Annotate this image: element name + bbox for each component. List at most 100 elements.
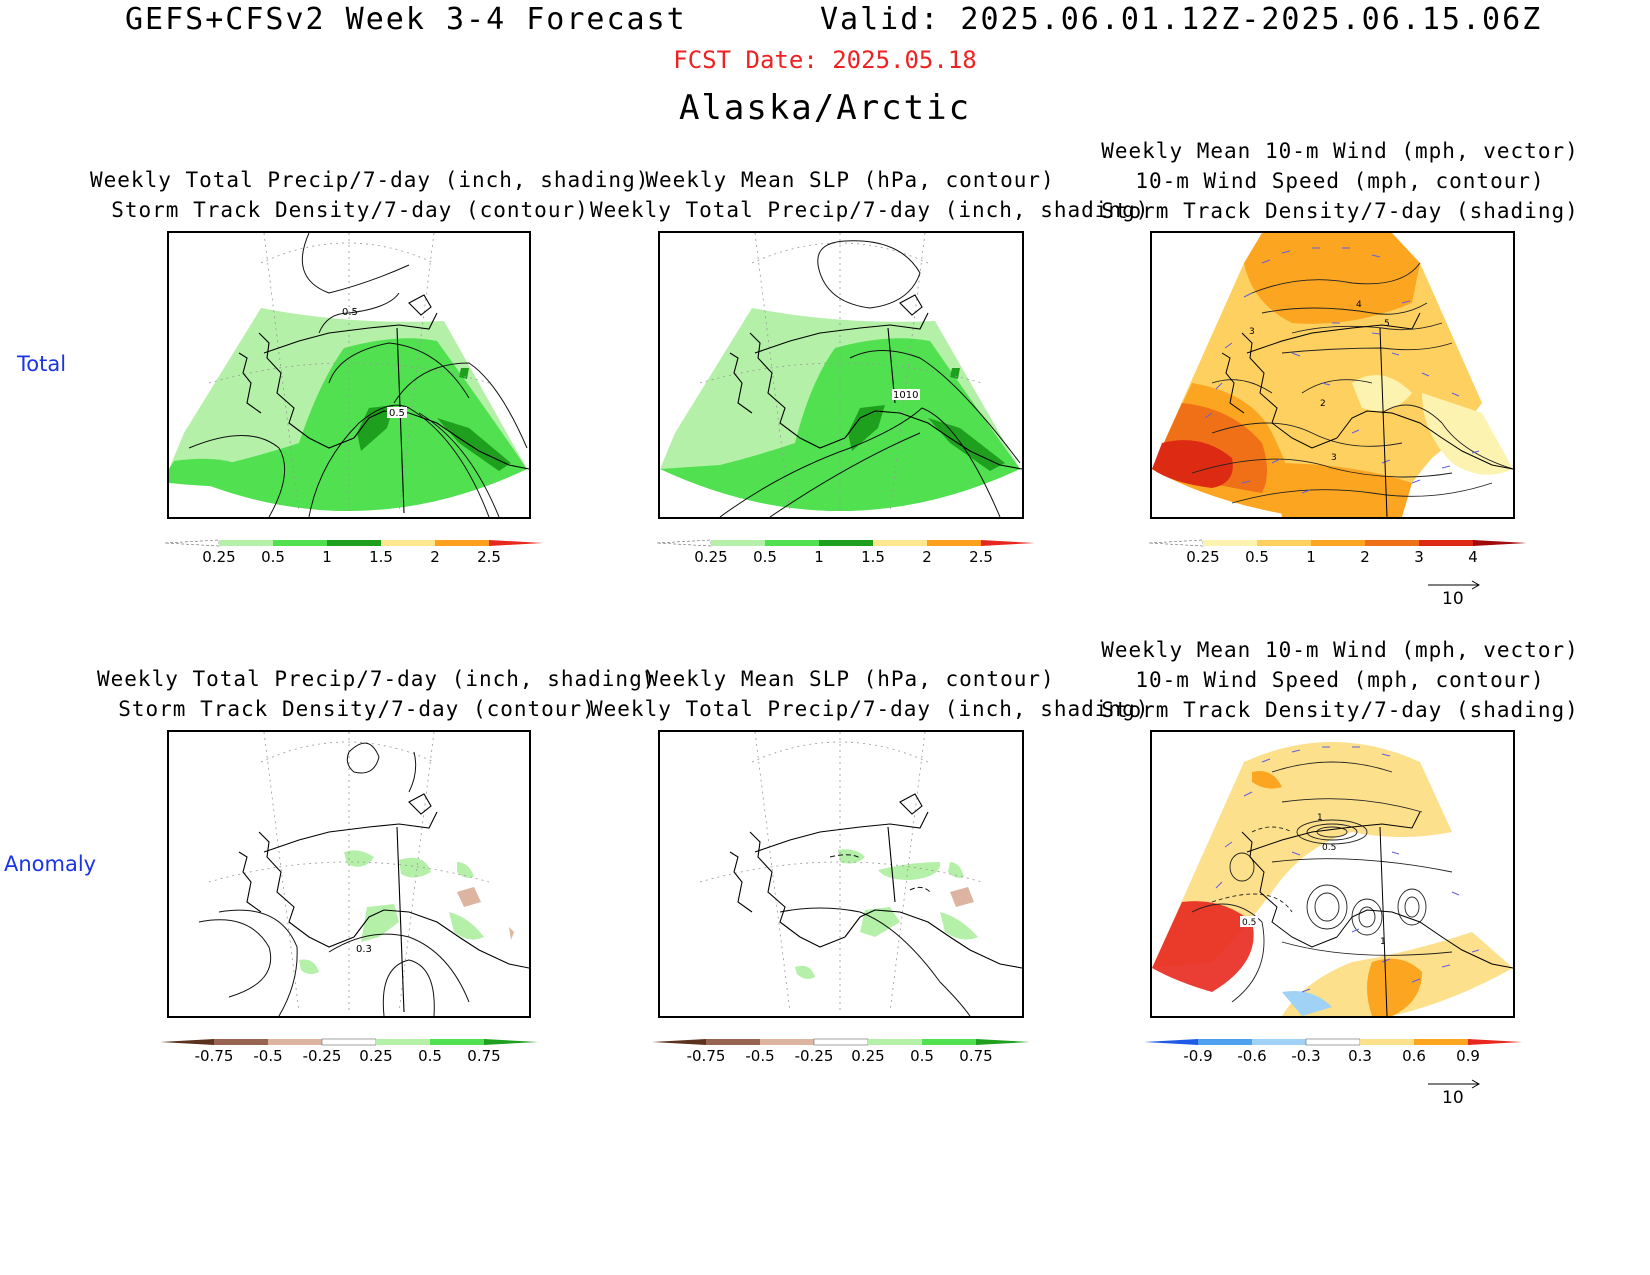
colorbar-tick-label: 0.5 [261, 548, 285, 566]
panel-title-slp-precip-anomaly: Weekly Mean SLP (hPa, contour) Weekly To… [590, 667, 1150, 721]
map-wind-storm-total: 4 3 2 3 5 [1150, 231, 1515, 519]
colorbar-tick-label: 0.25 [359, 1047, 392, 1065]
colorbar-swatch [214, 1039, 268, 1045]
colorbar-swatch [1473, 540, 1527, 546]
vector-reference-anomaly: 10 [1426, 1076, 1486, 1108]
contour-label: 0.5 [1242, 918, 1256, 928]
colorbar-tick-label: 2 [1360, 548, 1370, 566]
colorbar-tick-label: 2.5 [477, 548, 501, 566]
colorbar-swatch [765, 540, 819, 546]
contour-label: 0.3 [356, 944, 372, 955]
colorbar-swatch [268, 1039, 322, 1045]
map-precip-storm-total: 0.5 0.5 [167, 231, 531, 519]
vector-reference-total: 10 [1426, 577, 1486, 609]
valid-period: Valid: 2025.06.01.12Z-2025.06.15.06Z [820, 2, 1543, 37]
row-label-total: Total [17, 352, 67, 376]
colorbar-tick-label: 2 [430, 548, 440, 566]
colorbar-swatch [430, 1039, 484, 1045]
colorbar-tick-label: -0.9 [1183, 1047, 1212, 1065]
panel-title-slp-precip-total: Weekly Mean SLP (hPa, contour) Weekly To… [590, 168, 1150, 222]
colorbar-swatch [376, 1039, 430, 1045]
colorbar-tick-label: -0.6 [1237, 1047, 1266, 1065]
colorbar-tick-label: 0.5 [753, 548, 777, 566]
colorbar-tick-label: 0.5 [1245, 548, 1269, 566]
colorbar-swatch [1203, 540, 1257, 546]
colorbar-tick-label: 0.25 [1186, 548, 1219, 566]
colorbar-swatch [435, 540, 489, 546]
colorbar-swatch [1144, 1039, 1198, 1045]
colorbar-swatch [976, 1039, 1030, 1045]
colorbar-tick-label: 1 [322, 548, 332, 566]
colorbar-svg: 0.25 0.5 1 2 3 4 [1148, 539, 1527, 566]
colorbar-storm-total: 0.25 0.5 1 2 3 4 [1148, 539, 1527, 574]
colorbar-swatch [1257, 540, 1311, 546]
colorbar-tick-label: 1 [814, 548, 824, 566]
colorbar-swatch [160, 1039, 214, 1045]
colorbar-tick-label: -0.5 [253, 1047, 282, 1065]
map-slp-precip-anomaly [658, 730, 1024, 1018]
colorbar-svg: -0.9 -0.6 -0.3 0.3 0.6 0.9 [1144, 1038, 1522, 1065]
colorbar-swatch [922, 1039, 976, 1045]
colorbar-swatch [1365, 540, 1419, 546]
colorbar-swatch [873, 540, 927, 546]
colorbar-precip-anomaly: -0.75 -0.5 -0.25 0.25 0.5 0.75 [160, 1038, 538, 1073]
forecast-title: GEFS+CFSv2 Week 3-4 Forecast [125, 2, 687, 37]
colorbar-tick-label: -0.3 [1291, 1047, 1320, 1065]
colorbar-swatch [819, 540, 873, 546]
colorbar-tick-label: 3 [1414, 548, 1424, 566]
colorbar-tick-label: -0.5 [745, 1047, 774, 1065]
contour-label: 0.5 [342, 307, 358, 318]
colorbar-precip-total-slp: 0.25 0.5 1 1.5 2 2.5 [656, 539, 1035, 574]
colorbar-swatch [868, 1039, 922, 1045]
colorbar-tick-label: 0.6 [1402, 1047, 1426, 1065]
region-title: Alaska/Arctic [678, 88, 972, 128]
colorbar-tick-label: 0.3 [1348, 1047, 1372, 1065]
colorbar-tick-label: 0.25 [202, 548, 235, 566]
contour-label: 1 [1380, 937, 1386, 947]
colorbar-precip-anomaly-slp: -0.75 -0.5 -0.25 0.25 0.5 0.75 [652, 1038, 1030, 1073]
colorbar-swatch [489, 540, 543, 546]
figure-title: GEFS+CFSv2 Week 3-4 Forecast Valid: 2025… [0, 2, 1650, 42]
contour-label: 0.5 [389, 408, 405, 419]
colorbar-swatch [711, 540, 765, 546]
colorbar-swatch [706, 1039, 760, 1045]
colorbar-tick-label: 0.5 [418, 1047, 442, 1065]
colorbar-swatch [1252, 1039, 1306, 1045]
colorbar-swatch [219, 540, 273, 546]
colorbar-swatch [1360, 1039, 1414, 1045]
colorbar-tick-label: -0.75 [687, 1047, 726, 1065]
colorbar-swatch [1468, 1039, 1522, 1045]
colorbar-precip-total: 0.25 0.5 1 1.5 2 2.5 [164, 539, 543, 574]
panel-title-wind-storm-anomaly: Weekly Mean 10-m Wind (mph, vector) 10-m… [1101, 638, 1579, 722]
map-precip-storm-anomaly: 0.3 [167, 730, 531, 1018]
colorbar-tick-label: 2.5 [969, 548, 993, 566]
colorbar-swatch [1305, 1038, 1361, 1046]
colorbar-tick-label: 1 [1306, 548, 1316, 566]
colorbar-tick-label: 2 [922, 548, 932, 566]
colorbar-swatch [652, 1039, 706, 1045]
colorbar-swatch [813, 1038, 869, 1046]
colorbar-swatch [927, 540, 981, 546]
contour-label: 2 [1320, 399, 1326, 409]
colorbar-tick-label: -0.25 [795, 1047, 834, 1065]
colorbar-swatch [656, 539, 712, 547]
colorbar-storm-anomaly: -0.9 -0.6 -0.3 0.3 0.6 0.9 [1144, 1038, 1522, 1073]
map-slp-precip-total: 1010 [658, 231, 1024, 519]
row-label-anomaly: Anomaly [4, 852, 97, 876]
contour-label: 5 [1384, 319, 1390, 329]
colorbar-tick-label: 4 [1468, 548, 1478, 566]
colorbar-svg: 0.25 0.5 1 1.5 2 2.5 [164, 539, 543, 566]
contour-label: 3 [1331, 453, 1337, 463]
colorbar-swatch [1311, 540, 1365, 546]
colorbar-swatch [1148, 539, 1204, 547]
colorbar-swatch [760, 1039, 814, 1045]
panel-title-precip-storm-anomaly: Weekly Total Precip/7-day (inch, shading… [97, 667, 657, 721]
colorbar-tick-label: 1.5 [861, 548, 885, 566]
colorbar-tick-label: 0.75 [959, 1047, 992, 1065]
colorbar-tick-label: 1.5 [369, 548, 393, 566]
panel-title-precip-storm-total: Weekly Total Precip/7-day (inch, shading… [90, 168, 650, 222]
colorbar-tick-label: -0.75 [195, 1047, 234, 1065]
colorbar-swatch [484, 1039, 538, 1045]
contour-label: 0.5 [1322, 843, 1336, 853]
colorbar-swatch [273, 540, 327, 546]
